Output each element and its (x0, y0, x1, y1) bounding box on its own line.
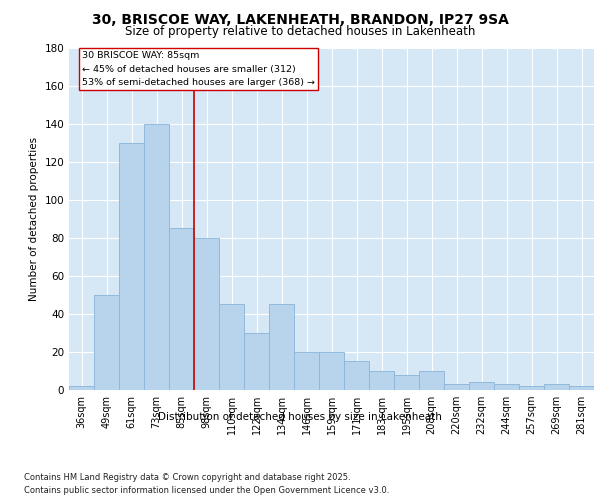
Bar (369, 371, 394, 390)
Bar (269, 304, 294, 390)
Text: 30, BRISCOE WAY, LAKENHEATH, BRANDON, IP27 9SA: 30, BRISCOE WAY, LAKENHEATH, BRANDON, IP… (92, 12, 508, 26)
Bar (494, 384, 519, 390)
Bar (244, 333, 269, 390)
Bar (194, 238, 219, 390)
Bar (469, 382, 494, 390)
Bar (444, 384, 469, 390)
Bar (144, 124, 169, 390)
Bar (219, 304, 244, 390)
Bar (119, 142, 144, 390)
Text: Distribution of detached houses by size in Lakenheath: Distribution of detached houses by size … (158, 412, 442, 422)
Bar (344, 362, 369, 390)
Bar (569, 386, 594, 390)
Bar (394, 375, 419, 390)
Y-axis label: Number of detached properties: Number of detached properties (29, 136, 39, 301)
Text: Size of property relative to detached houses in Lakenheath: Size of property relative to detached ho… (125, 25, 475, 38)
Text: Contains public sector information licensed under the Open Government Licence v3: Contains public sector information licen… (24, 486, 389, 495)
Bar (169, 228, 194, 390)
Bar (519, 386, 544, 390)
Text: Contains HM Land Registry data © Crown copyright and database right 2025.: Contains HM Land Registry data © Crown c… (24, 472, 350, 482)
Bar (294, 352, 319, 390)
Text: 30 BRISCOE WAY: 85sqm
← 45% of detached houses are smaller (312)
53% of semi-det: 30 BRISCOE WAY: 85sqm ← 45% of detached … (82, 52, 315, 86)
Bar (319, 352, 344, 390)
Bar (69, 386, 94, 390)
Bar (94, 295, 119, 390)
Bar (419, 371, 444, 390)
Bar (544, 384, 569, 390)
